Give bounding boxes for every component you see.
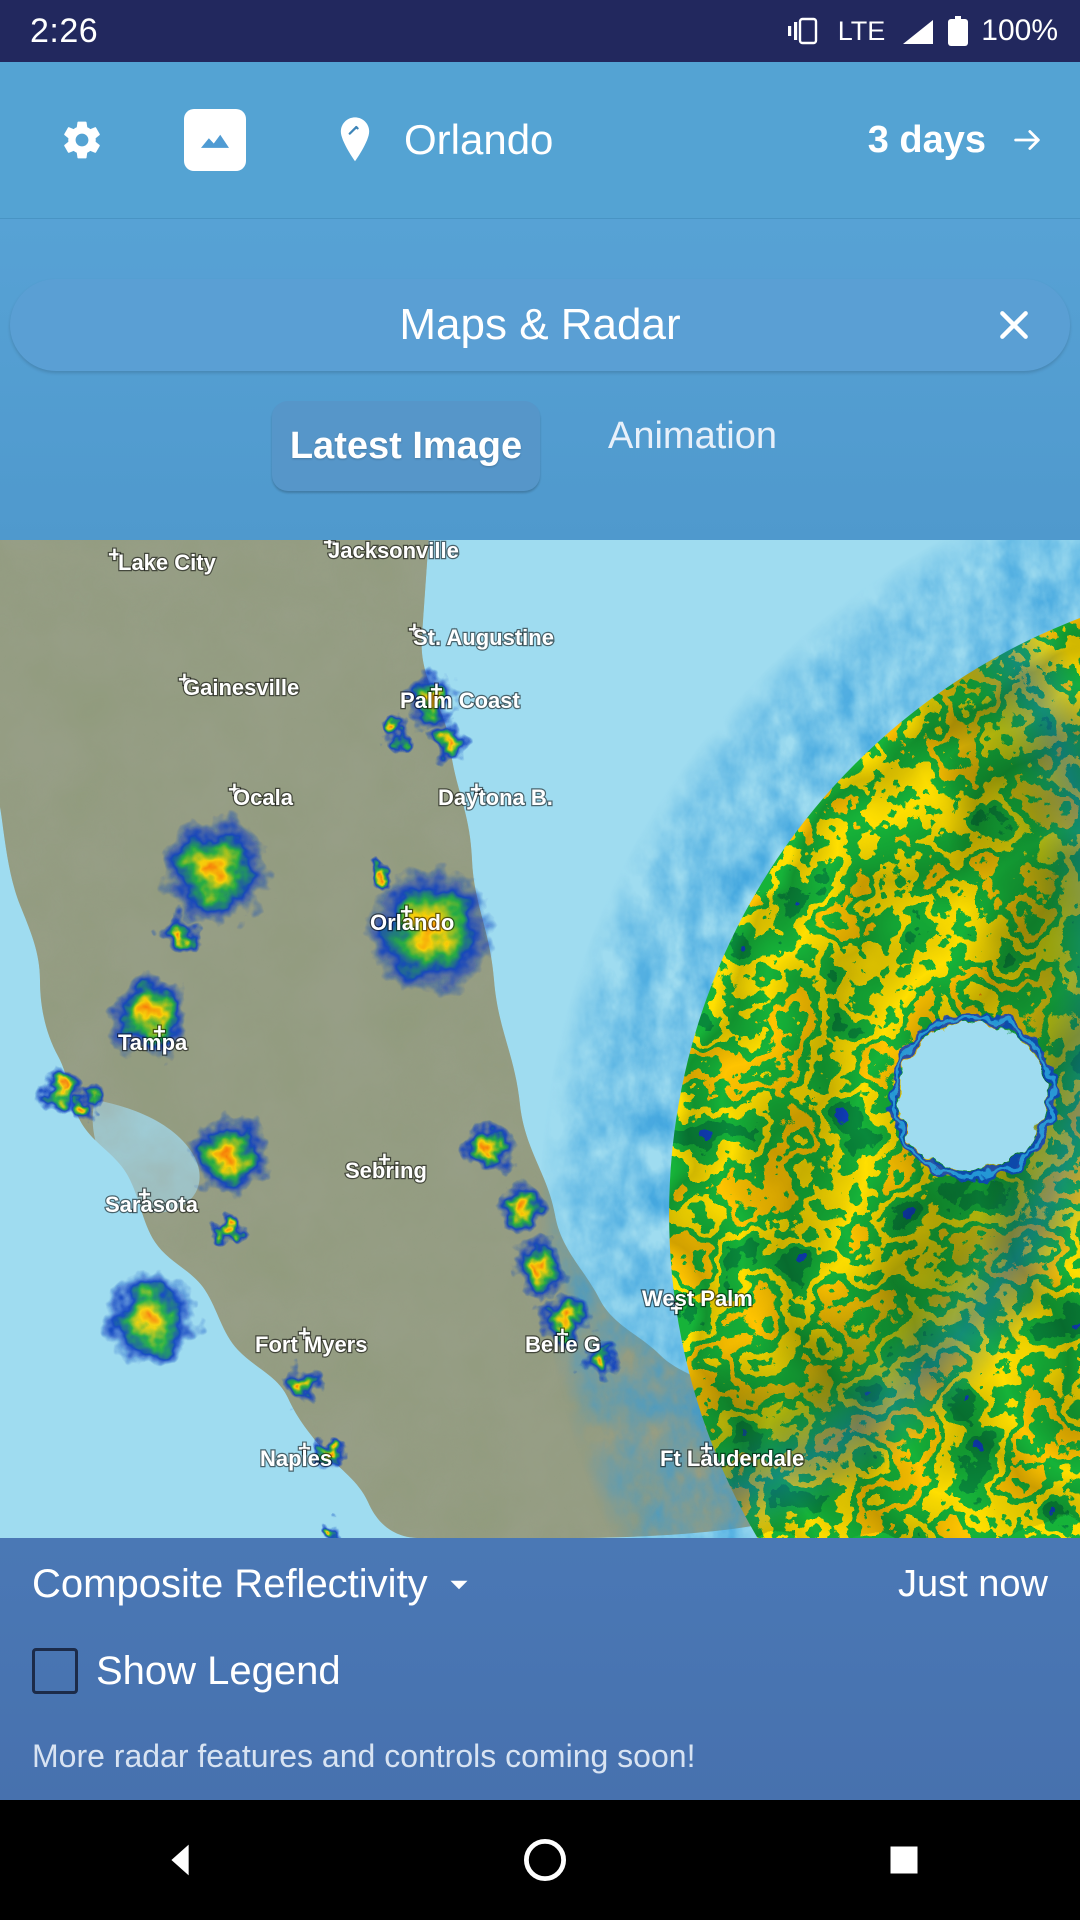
svg-text:Fort Myers: Fort Myers	[255, 1332, 367, 1357]
svg-text:Daytona B.: Daytona B.	[438, 785, 553, 810]
svg-text:St. Augustine: St. Augustine	[413, 625, 554, 650]
svg-text:Naples: Naples	[260, 1446, 332, 1471]
svg-text:Ft Lauderdale: Ft Lauderdale	[660, 1446, 804, 1471]
svg-text:Orlando: Orlando	[370, 910, 454, 935]
svg-text:Belle G: Belle G	[525, 1332, 601, 1357]
svg-text:West Palm: West Palm	[642, 1286, 753, 1311]
svg-text:Sarasota: Sarasota	[105, 1192, 199, 1217]
svg-text:Gainesville: Gainesville	[183, 675, 299, 700]
svg-text:Jacksonville: Jacksonville	[328, 540, 459, 563]
svg-text:Tampa: Tampa	[118, 1030, 188, 1055]
svg-text:Palm Coast: Palm Coast	[400, 688, 520, 713]
svg-text:Ocala: Ocala	[233, 785, 294, 810]
svg-text:Sebring: Sebring	[345, 1158, 427, 1183]
svg-text:Lake City: Lake City	[118, 550, 217, 575]
